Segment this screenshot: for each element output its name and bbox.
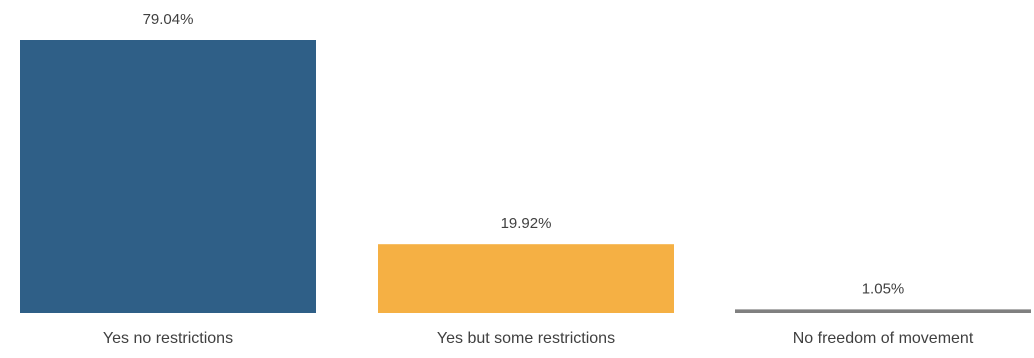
bar-1 — [20, 40, 316, 313]
data-label-1: 79.04% — [143, 11, 194, 28]
category-label-3: No freedom of movement — [793, 330, 974, 347]
bar-2 — [378, 244, 674, 313]
category-label-1: Yes no restrictions — [103, 330, 233, 347]
category-label-2: Yes but some restrictions — [437, 330, 615, 347]
data-label-3: 1.05% — [862, 280, 905, 297]
bar-3 — [735, 309, 1031, 313]
data-label-2: 19.92% — [501, 215, 552, 232]
